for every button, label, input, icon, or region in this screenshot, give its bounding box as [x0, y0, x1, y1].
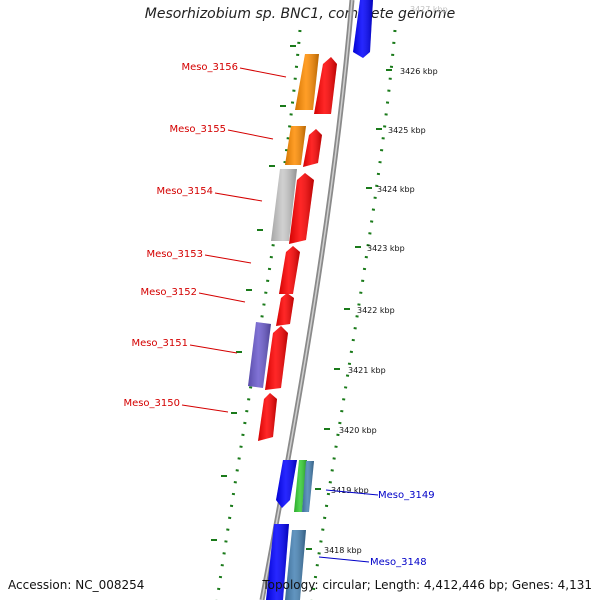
- kbp-labels: 3427 kbp 3426 kbp 3425 kbp 3424 kbp 3423…: [324, 5, 448, 555]
- kbp-label: 3425 kbp: [388, 126, 426, 135]
- kbp-label: 3423 kbp: [367, 244, 405, 253]
- kbp-label: 3422 kbp: [357, 306, 395, 315]
- gene-label[interactable]: Meso_3156: [181, 62, 238, 73]
- kbp-label: 3427 kbp: [410, 5, 448, 14]
- gene-label[interactable]: Meso_3148: [370, 557, 427, 568]
- kbp-tick-marks: [211, 45, 392, 550]
- outer-tick-ring: [310, 29, 397, 600]
- leader-line: [227, 129, 274, 140]
- gene-label[interactable]: Meso_3155: [169, 124, 226, 135]
- leader-line: [198, 292, 246, 303]
- gene-label[interactable]: Meso_3149: [378, 490, 435, 501]
- leader-line: [181, 404, 229, 413]
- map-title: Mesorhizobium sp. BNC1, complete genome: [144, 6, 456, 22]
- kbp-label: 3426 kbp: [400, 67, 438, 76]
- gene-labels: Meso_3156 Meso_3155 Meso_3154 Meso_3153 …: [123, 62, 434, 568]
- leader-line: [325, 489, 379, 496]
- gene-label[interactable]: Meso_3150: [123, 398, 180, 409]
- inner-tick-ring: [215, 29, 302, 600]
- topology-text: Topology: circular; Length: 4,412,446 bp…: [262, 578, 592, 592]
- kbp-label: 3418 kbp: [324, 546, 362, 555]
- kbp-label: 3424 kbp: [377, 185, 415, 194]
- leader-line: [214, 192, 263, 202]
- leader-line: [189, 344, 238, 354]
- gene-label[interactable]: Meso_3151: [131, 338, 188, 349]
- kbp-label: 3419 kbp: [331, 486, 369, 495]
- gene-label[interactable]: Meso_3153: [146, 249, 203, 260]
- kbp-label: 3421 kbp: [348, 366, 386, 375]
- label-leader-lines: [181, 67, 379, 563]
- gene-features: [248, 0, 373, 600]
- leader-line: [239, 67, 287, 78]
- gene-label[interactable]: Meso_3152: [140, 287, 197, 298]
- leader-line: [204, 254, 252, 264]
- kbp-label: 3420 kbp: [339, 426, 377, 435]
- accession-text: Accession: NC_008254: [8, 578, 145, 592]
- leader-line: [318, 556, 370, 563]
- gene-label[interactable]: Meso_3154: [156, 186, 213, 197]
